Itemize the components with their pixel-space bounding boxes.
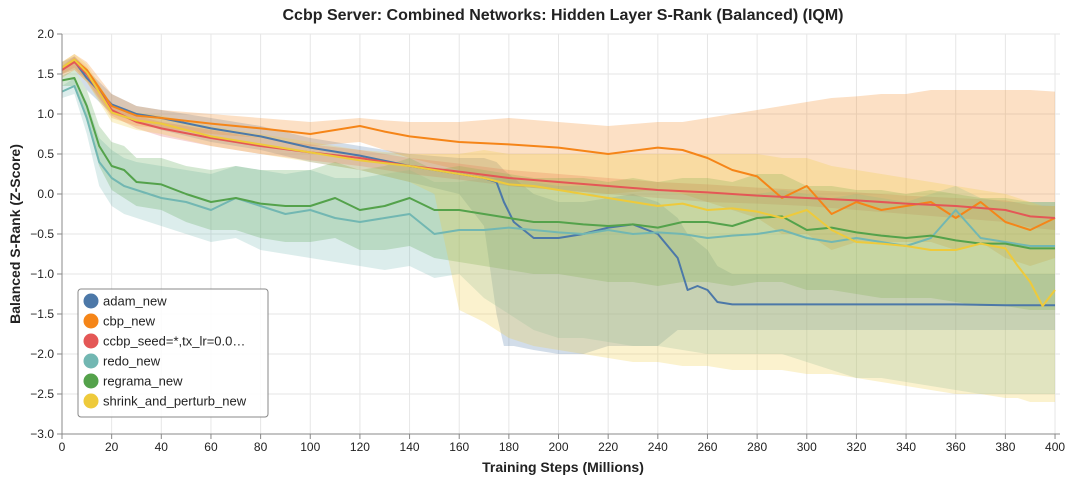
x-tick-label: 40 (155, 440, 169, 454)
y-tick-label: −1.5 (30, 307, 54, 321)
legend-swatch (83, 373, 99, 389)
series-lines (61, 58, 1056, 307)
y-tick-label: 0.5 (37, 147, 54, 161)
x-tick-label: 20 (105, 440, 119, 454)
line-ccbp-seed-tx-lr-0-0- (61, 61, 1056, 219)
x-tick-label: 140 (400, 440, 420, 454)
y-tick-label: −1.0 (30, 267, 54, 281)
band-adam-new (62, 56, 1055, 355)
x-tick-label: 260 (697, 440, 717, 454)
x-tick-label: 400 (1045, 440, 1065, 454)
chart-title: Ccbp Server: Combined Networks: Hidden L… (283, 7, 844, 24)
y-tick-label: 2.0 (37, 27, 54, 41)
legend-swatch (83, 313, 99, 329)
legend-label: redo_new (103, 354, 161, 369)
x-tick-label: 120 (350, 440, 370, 454)
y-tick-label: −2.0 (30, 347, 54, 361)
x-tick-label: 200 (549, 440, 569, 454)
y-tick-label: −0.5 (30, 227, 54, 241)
band-shrink-and-perturb-new (62, 54, 1055, 402)
x-tick-label: 80 (254, 440, 268, 454)
y-tick-label: 0.0 (37, 187, 54, 201)
axes: 0 20 40 60 80 100 120 140 160 180 200 220 240 260 280 3… (30, 27, 1065, 454)
x-tick-label: 360 (946, 440, 966, 454)
y-axis-title: Balanced S-Rank (Z-Score) (7, 144, 23, 324)
x-tick-label: 0 (59, 440, 66, 454)
legend-label: shrink_and_perturb_new (103, 394, 247, 409)
legend-swatch (83, 333, 99, 349)
band-ccbp-seed-tx-lr-0-0- (62, 56, 1055, 231)
x-tick-label: 180 (499, 440, 519, 454)
legend: adam_new cbp_new ccbp_seed=*,tx_lr=0.0…red… (77, 288, 269, 418)
legend-box (77, 288, 269, 418)
legend-swatch (83, 293, 99, 309)
line-regrama-new (61, 77, 1055, 250)
legend-label: ccbp_seed=*,tx_lr=0.0… (103, 334, 245, 349)
x-axis-title: Training Steps (Millions) (482, 459, 644, 475)
band-cbp-new (62, 54, 1055, 266)
x-tick-label: 380 (995, 440, 1015, 454)
x-tick-label: 220 (598, 440, 618, 454)
y-tick-label: −2.5 (30, 387, 54, 401)
confidence-bands (62, 54, 1055, 402)
line-cbp-new (61, 58, 1056, 231)
x-tick-label: 240 (648, 440, 668, 454)
y-tick-label: −3.0 (30, 427, 54, 441)
band-redo-new (62, 78, 1055, 394)
legend-swatch (83, 353, 99, 369)
x-tick-label: 160 (449, 440, 469, 454)
x-tick-label: 340 (896, 440, 916, 454)
legend-label: adam_new (103, 294, 167, 309)
line-shrink-and-perturb-new (61, 58, 1056, 307)
legend-label: cbp_new (103, 314, 156, 329)
x-tick-label: 60 (204, 440, 218, 454)
x-tick-label: 280 (747, 440, 767, 454)
line-adam-new (61, 60, 1055, 307)
line-redo-new (61, 85, 1055, 247)
legend-label: regrama_new (103, 374, 183, 389)
y-tick-label: 1.5 (37, 67, 54, 81)
x-tick-label: 100 (300, 440, 320, 454)
x-tick-label: 320 (846, 440, 866, 454)
y-tick-label: 1.0 (37, 107, 54, 121)
legend-swatch (83, 393, 99, 409)
x-tick-label: 300 (797, 440, 817, 454)
